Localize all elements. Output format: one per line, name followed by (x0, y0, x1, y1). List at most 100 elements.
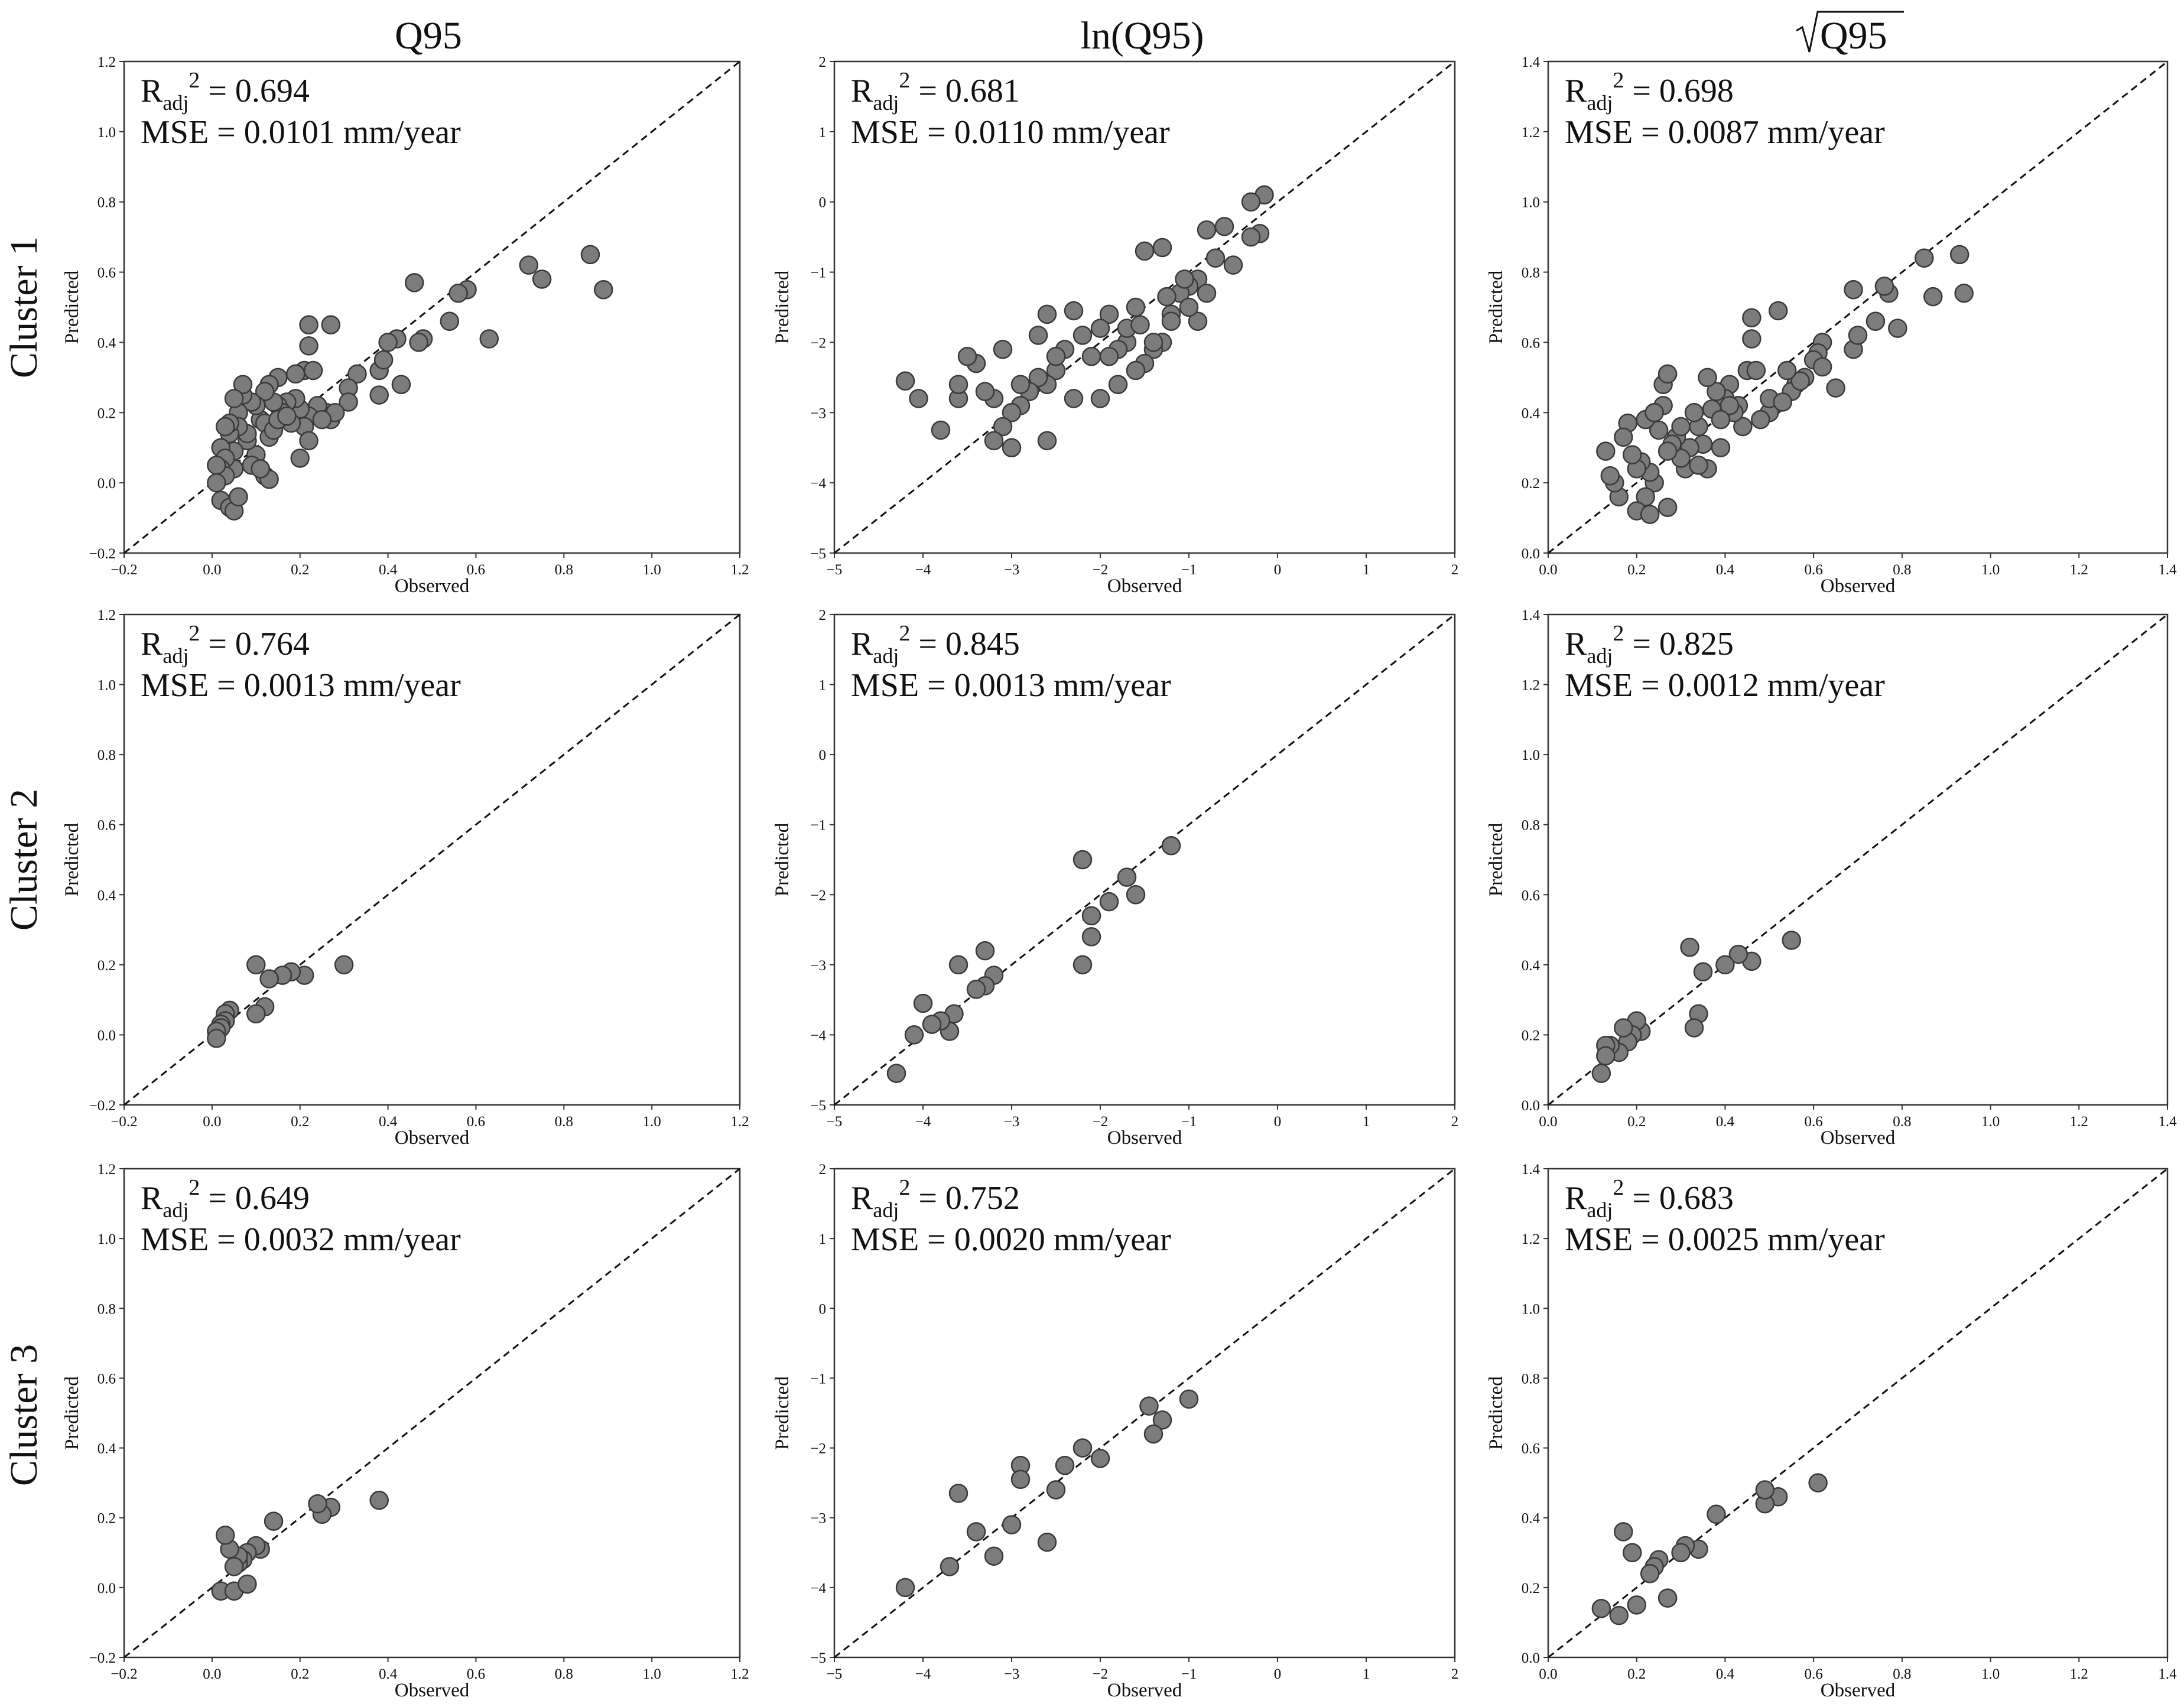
y-tick-label: 0.4 (98, 1441, 116, 1457)
x-tick-label: 0.8 (1893, 1114, 1911, 1130)
data-point (1161, 836, 1181, 856)
data-point (984, 1546, 1004, 1566)
y-tick-label: 1.2 (98, 1162, 116, 1178)
x-tick-label: −0.2 (110, 562, 137, 578)
y-axis-label: Predicted (1486, 822, 1507, 896)
r2-symbol: R (1565, 73, 1587, 109)
x-tick-label: 1.2 (2070, 1666, 2088, 1682)
r2-annotation: Radj2 = 0.752 (851, 1175, 1020, 1222)
y-tick-label: 1.0 (1522, 747, 1540, 763)
mse-annotation: MSE = 0.0013 mm/year (851, 667, 1171, 704)
data-point (1658, 364, 1678, 384)
x-axis-label: Observed (1107, 1680, 1182, 1701)
x-tick-label: 0.8 (1893, 562, 1911, 578)
data-point (1658, 498, 1678, 517)
data-point (1241, 227, 1261, 247)
y-tick-label: 0.0 (1522, 1098, 1540, 1114)
data-point (1117, 867, 1137, 887)
r2-superscript: 2 (188, 1175, 200, 1200)
y-tick-label: 0.0 (98, 1028, 116, 1043)
y-tick-label: 0.4 (1522, 958, 1540, 974)
y-tick-label: −2 (810, 1441, 826, 1457)
column-title-sqrt-q95-text: Q95 (1820, 14, 1887, 57)
x-tick-label: 0.0 (203, 562, 221, 578)
data-point (1090, 1449, 1110, 1468)
x-tick-label: 0.4 (379, 1114, 398, 1130)
data-point (519, 255, 538, 275)
r2-superscript: 2 (1613, 621, 1624, 646)
data-point (1866, 311, 1886, 331)
data-point (1223, 255, 1243, 275)
y-tick-label: −4 (810, 1028, 826, 1043)
y-tick-label: 2 (819, 607, 827, 623)
r2-superscript: 2 (1613, 1175, 1624, 1200)
y-tick-label: 1.4 (1522, 1162, 1540, 1178)
x-tick-label: −0.2 (110, 1666, 137, 1682)
data-point (308, 1494, 327, 1514)
x-tick-label: 2 (1451, 562, 1459, 578)
data-point (1671, 1543, 1691, 1563)
data-point (1848, 326, 1868, 345)
data-point (1658, 441, 1678, 461)
data-point (1742, 329, 1762, 349)
data-point (1684, 1018, 1704, 1038)
data-point (1152, 1410, 1172, 1430)
row-title-cluster-3: Cluster 3 (2, 1344, 46, 1486)
data-point (1072, 955, 1093, 975)
data-point (1081, 927, 1101, 947)
r2-subscript: adj (162, 644, 188, 668)
row-title-cluster-1: Cluster 1 (2, 236, 46, 378)
data-point (215, 1526, 235, 1545)
x-tick-label: 1.2 (2070, 1114, 2088, 1130)
x-tick-label: 0 (1274, 1114, 1282, 1130)
x-axis-label: Observed (395, 575, 470, 597)
data-point (1915, 248, 1934, 268)
data-point (1197, 283, 1217, 303)
data-point (1072, 850, 1093, 870)
data-point (1037, 304, 1057, 324)
y-tick-label: 0 (819, 747, 827, 763)
x-tick-label: 1.0 (1981, 562, 2000, 578)
data-point (1954, 283, 1974, 303)
y-tick-label: 1.2 (1522, 125, 1540, 141)
data-point (299, 431, 318, 451)
plot-frame (123, 60, 741, 554)
x-tick-label: 1.0 (643, 562, 661, 578)
data-point (948, 375, 968, 394)
x-tick-label: 0.2 (291, 562, 309, 578)
data-point (1010, 1469, 1031, 1489)
x-tick-label: 0.0 (1539, 1666, 1557, 1682)
data-point (1684, 403, 1704, 422)
y-tick-label: 0.0 (98, 476, 116, 492)
data-point (233, 375, 253, 394)
scatter-panel-3-1: −0.2 0.0 0.2 0.4 0.6 0.8 1.0 1.2 −0.2 0.0 0.2 0.4 0.… (61, 1162, 749, 1701)
r2-value: = 0.825 (1624, 626, 1734, 662)
data-point (1135, 241, 1155, 261)
x-tick-label: 1.2 (730, 562, 749, 578)
x-tick-label: −4 (915, 1666, 931, 1682)
x-tick-label: −5 (827, 1114, 843, 1130)
y-axis-label: Predicted (772, 270, 793, 344)
data-point (448, 283, 468, 303)
x-tick-label: 0.2 (291, 1114, 309, 1130)
data-point (1769, 301, 1788, 321)
row-title-cluster-2: Cluster 2 (2, 789, 46, 931)
y-tick-label: 0.6 (1522, 887, 1540, 903)
data-point (1028, 326, 1048, 345)
data-point (409, 333, 428, 352)
data-point (229, 487, 248, 507)
x-tick-label: 1.4 (2158, 1114, 2177, 1130)
x-tick-label: 0.4 (379, 1666, 398, 1682)
x-tick-label: 0.6 (1805, 1666, 1823, 1682)
y-tick-label: 0.6 (98, 265, 116, 281)
data-point (1627, 1595, 1646, 1615)
data-point (1720, 396, 1740, 415)
scatter-panel-2-1: −0.2 0.0 0.2 0.4 0.6 0.8 1.0 1.2 −0.2 0.0 0.2 0.4 0.… (61, 607, 749, 1149)
data-point (238, 1574, 257, 1594)
data-point (1777, 360, 1797, 381)
x-tick-label: −5 (827, 562, 843, 578)
data-point (1064, 389, 1084, 408)
x-tick-label: 0.4 (1716, 1666, 1735, 1682)
data-point (580, 245, 600, 265)
r2-symbol: R (141, 73, 163, 109)
